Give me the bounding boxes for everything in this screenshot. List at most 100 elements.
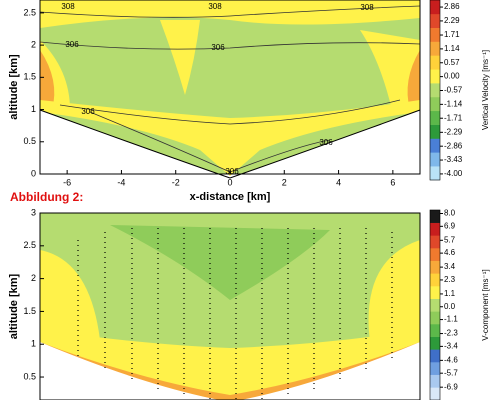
colorbar-label: V-component [ms⁻¹] xyxy=(481,269,490,340)
terrain xyxy=(40,110,420,178)
terrain xyxy=(40,342,420,400)
colorbar-tick-label: -5.7 xyxy=(444,368,458,377)
y-tick-label: 2 xyxy=(31,273,36,283)
contour-fields xyxy=(39,0,421,400)
isoline xyxy=(39,5,421,18)
colorbar-tick-label: 0.57 xyxy=(444,58,460,67)
isoline xyxy=(39,41,421,50)
colorbar-band xyxy=(430,0,440,15)
colorbar-band xyxy=(430,110,440,125)
wind-arrows xyxy=(77,228,393,400)
colorbar-band xyxy=(430,41,440,56)
contour-label: 306 xyxy=(65,40,79,49)
colorbar-label: Vertical Velocity [ms⁻¹] xyxy=(481,50,490,130)
colorbar-band xyxy=(430,96,440,112)
field-patch xyxy=(40,250,100,342)
colorbar-tick-label: -2.3 xyxy=(444,329,458,338)
y-tick-label: 2.5 xyxy=(23,240,36,250)
colorbar-band xyxy=(430,83,440,98)
colorbar-band xyxy=(430,235,440,249)
colorbar-band xyxy=(430,152,440,167)
y-tick-label: 0.5 xyxy=(23,371,36,381)
colorbar-tick-label: 2.86 xyxy=(444,2,460,11)
colorbar-band xyxy=(430,166,440,181)
colorbar-tick-label: -4.6 xyxy=(444,355,458,364)
field-patch xyxy=(368,240,420,342)
contour-label: 306 xyxy=(319,138,333,147)
colorbar-tick-label: -2.86 xyxy=(444,141,463,150)
y-tick-label: 2 xyxy=(31,39,36,49)
colorbar-tick-label: 3.4 xyxy=(444,262,456,271)
x-tick-label: -4 xyxy=(117,177,125,187)
y-tick-label: 0.5 xyxy=(23,136,36,146)
colorbar-tick-label: 1.1 xyxy=(444,289,456,298)
field-patch xyxy=(40,100,420,176)
y-tick-label: 2.5 xyxy=(23,7,36,17)
panel-title: Abbildung 2: xyxy=(10,190,83,204)
colorbar-frame xyxy=(429,209,441,400)
colorbar-tick-label: 4.6 xyxy=(444,248,456,257)
contour-label: 306 xyxy=(81,107,95,116)
field-patch xyxy=(40,50,55,110)
colorbar-band xyxy=(430,298,440,312)
x-tick-label: 0 xyxy=(227,177,232,187)
colorbar-band xyxy=(430,69,440,84)
colorbar-tick-label: 8.0 xyxy=(444,209,456,218)
contour-label: 308 xyxy=(360,3,374,12)
colorbar-tick-label: -2.29 xyxy=(444,127,463,136)
colorbar-tick-label: -0.57 xyxy=(444,86,463,95)
contour-label: 306 xyxy=(211,43,225,52)
colorbar-tick-label: 2.29 xyxy=(444,16,460,25)
terrain-line xyxy=(39,109,421,179)
colorbar-tick-label: 2.3 xyxy=(444,275,456,284)
colorbar-band xyxy=(430,324,440,337)
field-patch xyxy=(360,30,420,110)
contour-label: 308 xyxy=(61,2,75,11)
y-tick-label: 1 xyxy=(31,339,36,349)
colorbar-band xyxy=(430,124,440,139)
x-tick-label: 2 xyxy=(282,177,287,187)
colorbar-band xyxy=(430,362,440,375)
x-axis-label: x-distance [km] xyxy=(190,191,271,203)
y-axis-label: altitude [km] xyxy=(8,273,20,339)
field-patch xyxy=(407,50,420,110)
field-patch xyxy=(110,225,330,300)
colorbar-tick-label: -4.00 xyxy=(444,169,463,178)
contour-label: 306 xyxy=(225,167,239,176)
field-patch xyxy=(160,20,200,95)
plot-frame xyxy=(39,212,421,400)
colorbar-tick-label: -6.9 xyxy=(444,382,458,391)
y-axis-label: altitude [km] xyxy=(8,54,20,120)
colorbar-band xyxy=(430,311,440,325)
colorbar-tick-label: 0.0 xyxy=(444,302,456,311)
y-tick-label: 3 xyxy=(31,207,36,217)
colorbar-band xyxy=(430,27,440,42)
colorbar-band xyxy=(430,273,440,287)
colorbar-band xyxy=(430,55,440,70)
colorbar-band xyxy=(430,138,440,153)
y-tick-label: 1 xyxy=(31,104,36,114)
colorbar-tick-label: 6.9 xyxy=(444,221,456,230)
contour-label: 308 xyxy=(208,2,222,11)
colorbar-tick-label: -3.4 xyxy=(444,341,458,350)
colorbar-band xyxy=(430,210,440,223)
y-tick-label: 1.5 xyxy=(23,306,36,316)
colorbar-tick-label: 1.14 xyxy=(444,44,460,53)
x-tick-label: 4 xyxy=(336,177,341,187)
colorbar-band xyxy=(430,222,440,236)
colorbar-tick-label: 0.00 xyxy=(444,72,460,81)
y-tick-label: 1.5 xyxy=(23,72,36,82)
colorbar-tick-label: -1.14 xyxy=(444,99,463,108)
colorbar-tick-label: -3.43 xyxy=(444,155,463,164)
colorbar-band xyxy=(430,286,440,299)
x-tick-label: -2 xyxy=(172,177,180,187)
x-tick-label: -6 xyxy=(63,177,71,187)
field-patch xyxy=(40,0,420,28)
y-tick-label: 0 xyxy=(31,168,36,178)
colorbar-band xyxy=(430,336,440,350)
colorbar-band xyxy=(430,349,440,363)
colorbar-tick-label: -1.1 xyxy=(444,315,458,324)
colorbar-tick-label: 1.71 xyxy=(444,30,460,39)
colorbar-tick-label: -1.71 xyxy=(444,113,463,122)
